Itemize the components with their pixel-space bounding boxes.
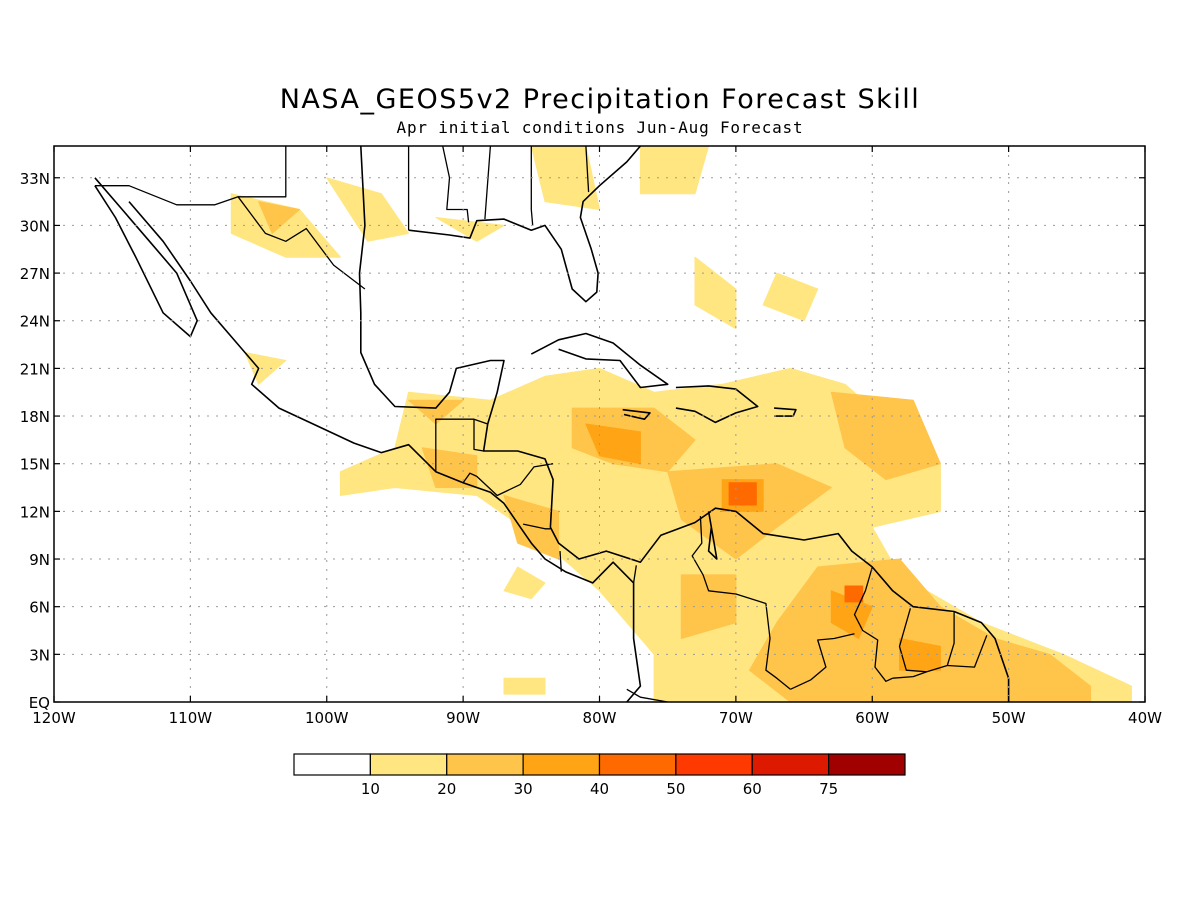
axis-ticks: 120W 110W 100W 90W 80W 70W 60W 50W 40W EQ 3N 6N 9N 12… <box>20 146 1162 727</box>
lat-tick-label: 12N <box>20 503 50 521</box>
lon-tick-label: 40W <box>1128 709 1162 727</box>
skill-region <box>326 177 410 242</box>
lon-tick-label: 120W <box>32 709 76 727</box>
colorbar: 10 20 30 40 50 60 75 <box>293 753 906 798</box>
skill-region <box>258 201 300 234</box>
lat-tick-label: 30N <box>20 217 50 235</box>
coastline <box>94 177 198 338</box>
colorbar-label: 10 <box>361 780 380 798</box>
coastline <box>530 332 669 389</box>
lon-tick-label: 100W <box>305 709 349 727</box>
colorbar-swatch <box>828 753 906 776</box>
gridlines <box>54 146 1145 702</box>
coastline <box>358 146 1010 702</box>
colorbar-swatch <box>675 753 753 776</box>
coastline <box>675 385 759 424</box>
coastlines <box>94 146 1010 702</box>
lat-tick-label: 15N <box>20 456 50 474</box>
map-title: NASA_GEOS5v2 Precipitation Forecast Skil… <box>279 84 921 115</box>
skill-region <box>639 146 710 195</box>
colorbar-swatch <box>293 753 371 776</box>
country-border <box>626 688 668 702</box>
country-border <box>559 551 562 572</box>
country-border <box>238 146 287 198</box>
colorbar-label: 20 <box>437 780 456 798</box>
lon-tick-label: 90W <box>446 709 480 727</box>
colorbar-label: 30 <box>514 780 533 798</box>
lon-tick-label: 70W <box>719 709 753 727</box>
lat-tick-label: 21N <box>20 360 50 378</box>
country-border <box>476 463 554 497</box>
skill-region <box>408 399 464 425</box>
skill-region <box>503 566 546 600</box>
lat-tick-label: 27N <box>20 265 50 283</box>
skill-region <box>728 482 757 506</box>
colorbar-swatch <box>446 753 524 776</box>
colorbar-label: 75 <box>819 780 838 798</box>
country-border <box>632 565 637 583</box>
coastline <box>707 511 718 560</box>
country-border <box>691 516 791 690</box>
coastline <box>408 146 642 303</box>
lat-tick-label: 33N <box>20 170 50 188</box>
country-border <box>585 146 590 193</box>
skill-region <box>694 256 737 330</box>
skill-region <box>830 391 941 481</box>
lon-tick-label: 60W <box>855 709 889 727</box>
country-border <box>462 472 478 484</box>
country-border <box>522 523 551 530</box>
skill-region <box>435 217 505 242</box>
country-border <box>790 633 855 690</box>
lon-tick-label: 80W <box>583 709 617 727</box>
lat-tick-label: 9N <box>29 551 50 569</box>
skill-region <box>762 272 819 322</box>
skill-region <box>844 585 864 603</box>
lat-tick-label: EQ <box>29 694 50 712</box>
country-border <box>473 419 484 452</box>
colorbar-label: 50 <box>666 780 685 798</box>
skill-shading <box>230 146 1132 702</box>
skill-region <box>244 352 287 385</box>
lon-tick-label: 50W <box>992 709 1026 727</box>
coastline <box>128 201 642 702</box>
country-border <box>853 566 893 682</box>
colorbar-swatch <box>751 753 830 776</box>
lat-tick-label: 24N <box>20 313 50 331</box>
country-border <box>94 185 366 290</box>
lat-tick-label: 3N <box>29 646 50 664</box>
country-border <box>530 146 534 226</box>
colorbar-label: 40 <box>590 780 609 798</box>
skill-region <box>680 574 737 639</box>
country-border <box>947 635 988 668</box>
lon-tick-label: 110W <box>169 709 213 727</box>
country-border <box>898 608 927 673</box>
country-border <box>892 611 955 679</box>
coastline <box>622 408 651 421</box>
colorbar-swatch <box>369 753 448 776</box>
skill-region <box>503 677 546 695</box>
colorbar-label: 60 <box>743 780 762 798</box>
country-border <box>484 146 492 220</box>
colorbar-swatch <box>522 753 601 776</box>
country-border <box>435 418 488 472</box>
lat-tick-label: 6N <box>29 599 50 617</box>
map-subtitle: Apr initial conditions Jun-Aug Forecast <box>396 118 804 137</box>
colorbar-swatch <box>598 753 677 776</box>
lat-tick-label: 18N <box>20 408 50 426</box>
country-border <box>442 146 470 223</box>
